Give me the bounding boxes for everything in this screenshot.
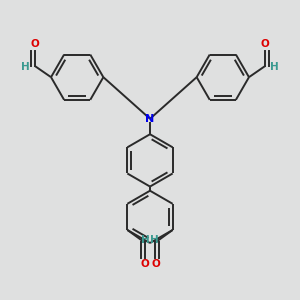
Text: O: O (30, 40, 39, 50)
Text: N: N (146, 114, 154, 124)
Text: H: H (141, 235, 150, 245)
Text: H: H (271, 62, 279, 72)
Text: O: O (261, 40, 270, 50)
Text: O: O (151, 260, 160, 269)
Text: H: H (21, 62, 29, 72)
Text: O: O (140, 260, 149, 269)
Text: H: H (150, 235, 159, 245)
